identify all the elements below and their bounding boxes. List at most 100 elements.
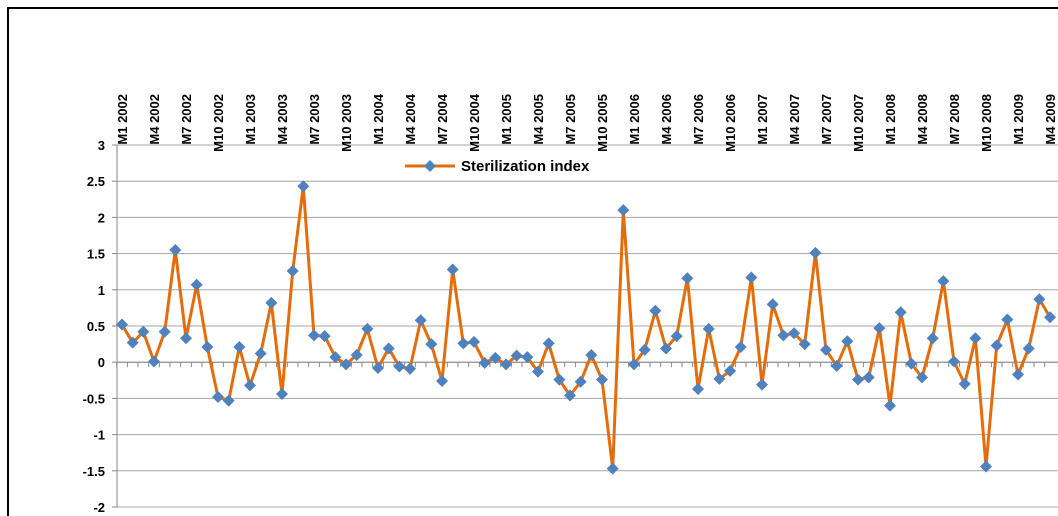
data-point xyxy=(638,343,651,356)
data-point xyxy=(382,342,395,355)
x-tick-label: M7 2004 xyxy=(435,93,450,144)
data-point xyxy=(692,382,705,395)
x-tick-label: M1 2009 xyxy=(1011,94,1026,145)
data-point xyxy=(852,373,865,386)
y-tick-label: 0 xyxy=(98,355,105,370)
legend-marker xyxy=(424,160,436,172)
chart-frame xyxy=(7,7,1058,516)
data-point xyxy=(862,371,875,384)
x-tick-label: M7 2007 xyxy=(819,94,834,145)
data-point xyxy=(372,361,385,374)
x-tick-label: M1 2003 xyxy=(243,94,258,145)
data-point xyxy=(340,358,353,371)
data-point xyxy=(233,340,246,353)
y-tick-label: 3 xyxy=(98,138,105,153)
x-tick-label: M10 2005 xyxy=(595,94,610,152)
data-point xyxy=(126,336,139,349)
data-point xyxy=(212,390,225,403)
data-point xyxy=(425,338,438,351)
data-point xyxy=(617,204,630,217)
data-point xyxy=(553,373,566,386)
data-point xyxy=(585,348,598,361)
data-point xyxy=(777,329,790,342)
data-point xyxy=(788,327,801,340)
y-tick-label: 0.5 xyxy=(87,319,105,334)
data-point xyxy=(798,338,811,351)
x-tick-label: M7 2008 xyxy=(947,94,962,145)
y-tick-label: -1.5 xyxy=(83,464,105,479)
data-point xyxy=(1012,368,1025,381)
data-point xyxy=(734,340,747,353)
data-point xyxy=(702,322,715,335)
data-point xyxy=(404,362,417,375)
y-tick-label: -2 xyxy=(93,500,105,515)
data-point xyxy=(350,348,363,361)
series-line xyxy=(120,184,1052,471)
x-tick-label: M1 2005 xyxy=(499,94,514,145)
data-point xyxy=(329,351,342,364)
data-point xyxy=(681,272,694,285)
y-tick-label: 2 xyxy=(98,210,105,225)
data-point xyxy=(905,357,918,370)
x-tick-label: M10 2004 xyxy=(467,93,482,152)
data-point xyxy=(937,275,950,288)
data-point xyxy=(980,460,993,473)
x-tick-label: M4 2005 xyxy=(531,94,546,145)
x-tick-label: M1 2004 xyxy=(371,93,386,144)
data-point xyxy=(628,358,641,371)
data-point xyxy=(542,337,555,350)
x-tick-label: M10 2003 xyxy=(339,94,354,152)
data-point xyxy=(201,340,214,353)
data-point xyxy=(190,278,203,291)
data-point xyxy=(521,351,534,364)
x-tick-label: M1 2002 xyxy=(115,94,130,145)
x-tick-label: M4 2003 xyxy=(275,94,290,145)
data-point xyxy=(809,246,822,259)
data-point xyxy=(841,335,854,348)
data-point xyxy=(457,337,470,350)
data-point xyxy=(414,314,427,327)
data-point xyxy=(478,356,491,369)
data-point xyxy=(713,372,726,385)
x-tick-label: M1 2007 xyxy=(755,94,770,145)
data-point xyxy=(958,377,971,390)
data-point xyxy=(969,332,982,345)
x-tick-label: M7 2006 xyxy=(691,94,706,145)
data-point xyxy=(297,180,310,193)
x-tick-label: M10 2007 xyxy=(851,94,866,152)
data-point xyxy=(724,364,737,377)
data-point xyxy=(1033,293,1046,306)
data-point xyxy=(564,389,577,402)
data-point xyxy=(830,359,843,372)
x-tick-label: M7 2005 xyxy=(563,94,578,145)
x-tick-label: M10 2002 xyxy=(211,94,226,152)
data-point xyxy=(894,306,907,319)
x-tick-label: M4 2004 xyxy=(403,93,418,144)
y-tick-label: -1 xyxy=(93,428,105,443)
x-tick-label: M4 2009 xyxy=(1043,94,1058,145)
data-point xyxy=(158,325,171,338)
data-point xyxy=(756,378,769,391)
data-point xyxy=(873,322,886,335)
x-tick-label: M1 2008 xyxy=(883,94,898,145)
data-point xyxy=(180,332,193,345)
data-point xyxy=(532,365,545,378)
data-point xyxy=(244,379,257,392)
data-point xyxy=(649,304,662,317)
data-point xyxy=(436,375,449,388)
data-point xyxy=(510,349,523,362)
data-point xyxy=(276,388,289,401)
data-point xyxy=(670,330,683,343)
data-point xyxy=(1044,311,1057,324)
data-point xyxy=(766,298,779,311)
data-point xyxy=(990,339,1003,352)
data-point xyxy=(148,355,161,368)
x-tick-label: M4 2007 xyxy=(787,94,802,145)
data-point xyxy=(745,271,758,284)
data-point xyxy=(660,342,673,355)
x-tick-label: M10 2006 xyxy=(723,94,738,152)
data-point xyxy=(596,373,609,386)
x-tick-label: M4 2006 xyxy=(659,94,674,145)
data-point xyxy=(393,360,406,373)
